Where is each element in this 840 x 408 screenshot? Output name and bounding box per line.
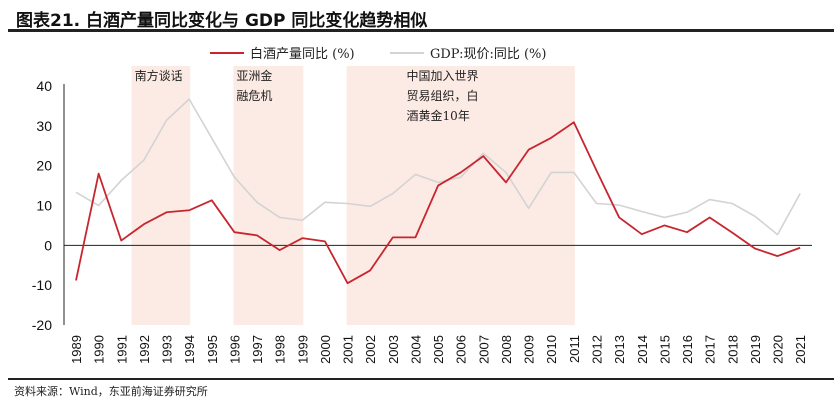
period-annotation: 贸易组织，白	[407, 88, 479, 103]
x-tick-label: 1997	[250, 335, 265, 364]
source-note: 资料来源：Wind，东亚前海证券研究所	[14, 385, 208, 398]
x-tick-label: 2014	[635, 335, 650, 364]
x-tick-label: 1990	[92, 335, 107, 364]
x-tick-label: 1995	[205, 335, 220, 364]
x-tick-label: 2005	[431, 335, 446, 364]
y-tick-label: -10	[32, 277, 52, 293]
x-tick-label: 1994	[182, 335, 197, 364]
title-divider	[8, 29, 834, 32]
source-divider	[8, 378, 834, 380]
x-tick-label: 2019	[748, 335, 763, 364]
y-tick-label: 20	[36, 158, 52, 174]
x-tick-label: 1992	[137, 335, 152, 364]
legend-label: GDP:现价:同比 (%)	[430, 47, 546, 62]
x-tick-label: 2021	[793, 335, 808, 364]
period-annotation: 南方谈话	[135, 68, 183, 83]
y-tick-label: -20	[32, 317, 52, 333]
period-annotation: 酒黄金10年	[407, 108, 470, 123]
period-annotation: 亚洲金	[236, 68, 272, 83]
y-tick-label: 10	[36, 198, 52, 214]
period-annotation: 融危机	[236, 89, 272, 103]
series-line-1	[75, 98, 801, 236]
x-tick-label: 2000	[318, 335, 333, 364]
x-tick-label: 1996	[227, 335, 242, 364]
shaded-period	[131, 66, 191, 325]
x-tick-label: 2004	[408, 335, 423, 364]
x-tick-label: 2012	[589, 335, 604, 364]
chart-title: 图表21. 白酒产量同比变化与 GDP 同比变化趋势相似	[16, 11, 428, 31]
x-tick-label: 2001	[341, 335, 356, 364]
x-tick-label: 2017	[703, 335, 718, 364]
x-tick-label: 2020	[771, 335, 786, 364]
x-tick-label: 2009	[522, 335, 537, 364]
series-line-0	[75, 121, 801, 285]
x-tick-label: 2003	[386, 335, 401, 364]
x-tick-label: 2006	[454, 335, 469, 364]
x-tick-label: 1993	[160, 335, 175, 364]
x-tick-label: 2016	[680, 335, 695, 364]
legend-label: 白酒产量同比 (%)	[250, 46, 355, 62]
shaded-period	[233, 66, 304, 325]
x-tick-label: 1991	[114, 335, 129, 364]
x-tick-label: 2008	[499, 335, 514, 364]
shaded-period	[346, 66, 575, 325]
x-tick-label: 1999	[295, 335, 310, 364]
x-tick-label: 2018	[725, 335, 740, 364]
x-tick-label: 1989	[69, 335, 84, 364]
period-annotation: 中国加入世界	[407, 68, 479, 83]
x-tick-label: 2007	[476, 335, 491, 364]
y-tick-label: 30	[36, 118, 52, 134]
y-tick-label: 40	[36, 78, 52, 94]
x-tick-label: 2010	[544, 335, 559, 364]
y-tick-label: 0	[44, 237, 52, 253]
x-tick-label: 2002	[363, 335, 378, 364]
x-tick-label: 1998	[273, 335, 288, 364]
x-tick-label: 2013	[612, 335, 627, 364]
x-tick-label: 2011	[567, 335, 582, 363]
x-tick-label: 2015	[657, 335, 672, 364]
